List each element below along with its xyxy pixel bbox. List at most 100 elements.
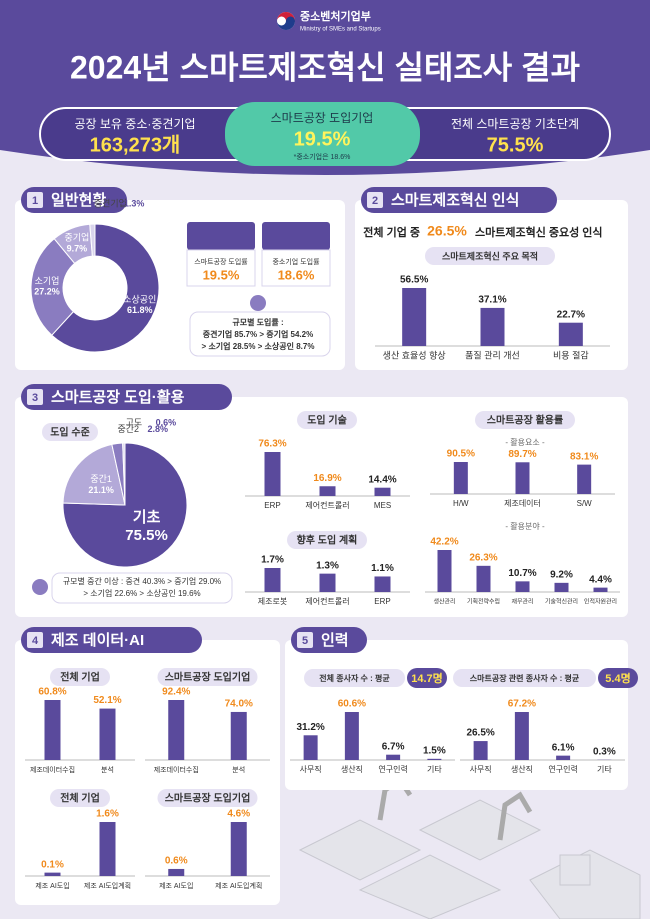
check-icon [250,295,266,311]
title: 2024년 스마트제조혁신 실태조사 결과 [70,49,580,85]
pie-category: 고도 [126,417,143,427]
bar-category: S/W [577,499,593,508]
pie-category: 기초 [133,509,161,526]
bar-category: 분석 [232,765,245,774]
bar [319,486,336,496]
bar [514,712,529,760]
rate-box [186,249,256,287]
bar-value-label: 92.4% [162,687,190,698]
pie-value: 0.6% [156,417,177,427]
pill [297,411,357,429]
rate-value: 19.5% [203,267,240,282]
bar [476,565,491,592]
section-title: 스마트제조혁신 인식 [391,191,519,209]
pie-category: 중기업 [64,233,89,243]
bar-value-label: 9.2% [550,569,573,580]
bar-value-label: 22.7% [557,309,585,320]
bar [99,708,116,760]
bar-category: 분석 [101,765,114,774]
section-card [15,640,280,905]
rate-icon-box [187,222,255,250]
badge [407,668,447,688]
bar [230,711,247,760]
summary-highlight [225,102,420,166]
headline: 전체 기업 중 [363,225,420,239]
badge-value: 5.4명 [605,671,630,685]
section-number-box [27,632,43,648]
pill [50,668,110,686]
summary-value: 75.5% [487,134,544,156]
bar [515,581,530,592]
by-size-box [189,311,331,357]
bar-category: 기술혁신관리 [545,598,578,606]
pill-label: 스마트공장 도입기업 [165,792,251,805]
bar-value-label: 10.7% [508,568,536,579]
bar-value-label: 6.7% [382,741,405,752]
bar-value-label: 42.2% [430,537,458,548]
bar-category: 제조 AI도입 [159,882,193,890]
pill-label: 도입 수준 [50,426,90,439]
by-size-line: > 소기업 28.5% > 소상공인 8.7% [202,341,315,351]
bar-category: 인적자원관리 [584,598,617,606]
pill-label: 전체 종사자 수 : 평균 [319,673,390,683]
platform [298,819,422,881]
summary-label: 스마트공장 도입기업 [271,111,374,125]
summary-note: *중소기업은 18.6% [294,152,351,161]
bar-value-label: 0.6% [165,856,188,867]
platform [418,799,542,861]
by-size-line: 중견기업 85.7% > 중기업 54.2% [203,329,313,339]
bar [386,754,401,760]
bar-value-label: 1.1% [371,563,394,574]
bar [374,487,391,496]
section-number: 3 [32,392,38,404]
bar-category: 기타 [597,765,612,774]
bar [473,741,488,760]
logo-blue [277,16,295,30]
bar-category: 연구인력 [378,764,407,774]
bar [577,464,592,494]
pie-category: 중간1 [90,474,112,484]
pie-value: 21.1% [88,485,114,495]
bar-category: 제조 AI도입계획 [215,881,262,890]
bar-category: 생산관리 [433,598,455,606]
bar [554,582,569,592]
bar-value-label: 1.6% [96,809,119,820]
bar-category: 제어컨트롤러 [305,500,349,510]
bar-category: 제조로봇 [258,597,287,606]
bar-value-label: 1.3% [316,560,339,571]
bar [427,758,442,760]
pill-label: 전체 기업 [60,792,100,805]
pie-value: 9.7% [67,243,88,253]
level-note: > 소기업 22.6% > 소상공인 19.6% [83,588,200,598]
pie-value: 75.5% [125,527,168,544]
bar-category: 사무직 [300,764,322,774]
pie-category: 소기업 [35,276,60,286]
bar [303,735,318,760]
bar-category: ERP [264,501,280,510]
bar-value-label: 37.1% [478,295,506,306]
pill [287,531,367,549]
bar-value-label: 16.9% [313,473,341,484]
bar-category: 제조 AI도입계획 [84,881,131,890]
building [559,854,591,886]
headline-highlight: 26.5% [427,223,467,239]
bar-value-label: 74.0% [225,699,253,710]
sub-title: - 활용분야 - [505,521,545,531]
section-title: 일반현황 [51,191,106,209]
section-number: 5 [302,635,308,647]
pie-slice [89,223,96,257]
bar-value-label: 4.4% [589,574,612,585]
bar [264,452,281,496]
section-number: 4 [32,635,39,647]
bar-category: 사무직 [470,764,492,774]
bar [44,700,61,760]
pie-slice [122,442,126,506]
bar-value-label: 60.8% [38,687,66,698]
pill [42,423,98,441]
bar-category: 기타 [427,765,442,774]
sub-title: - 활용요소 - [505,437,545,447]
pie-value: 61.8% [127,305,153,315]
bar-category: 제조데이터수집 [154,765,199,774]
bar-value-label: 83.1% [570,451,598,462]
section-tab [21,384,232,410]
